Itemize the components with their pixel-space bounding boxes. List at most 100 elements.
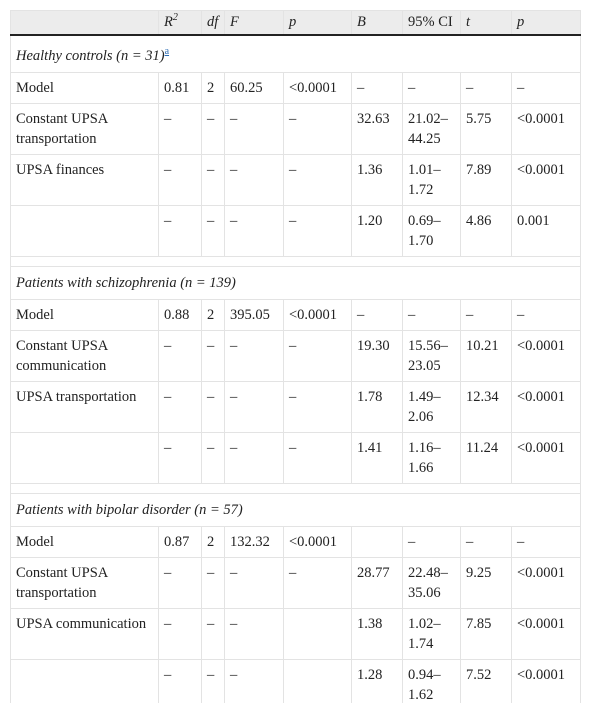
group-title-row: Healthy controls (n = 31)a bbox=[10, 34, 581, 73]
value-cell-ci: 22.48–35.06 bbox=[402, 556, 461, 609]
value-cell-b: 1.28 bbox=[351, 658, 403, 703]
value-cell-f: – bbox=[224, 102, 284, 155]
value-cell-p2: 0.001 bbox=[511, 204, 581, 257]
value-cell-df: – bbox=[201, 102, 225, 155]
value-cell-p2: <0.0001 bbox=[511, 380, 581, 433]
value-cell-df: 2 bbox=[201, 525, 225, 558]
value-cell-r2: – bbox=[158, 658, 202, 703]
value-cell-b: – bbox=[351, 298, 403, 331]
header-p: p bbox=[283, 10, 352, 36]
row-label-cell: Constant UPSA transportation bbox=[10, 556, 159, 609]
header-df: df bbox=[201, 10, 225, 36]
value-cell-r2: 0.87 bbox=[158, 525, 202, 558]
header-p2: p bbox=[511, 10, 581, 36]
row-label-cell: UPSA transportation bbox=[10, 380, 159, 433]
row-label-cell: Model bbox=[10, 525, 159, 558]
value-cell-df: – bbox=[201, 329, 225, 382]
value-cell-r2: – bbox=[158, 380, 202, 433]
value-cell-df: – bbox=[201, 380, 225, 433]
value-cell-ci: 1.01–1.72 bbox=[402, 153, 461, 206]
group-title-cell: Patients with bipolar disorder (n = 57) bbox=[10, 492, 581, 527]
spacer-row bbox=[10, 482, 581, 494]
table-row: – – – –1.20 0.69–1.70 4.86 0.001 bbox=[10, 204, 581, 257]
table-row: UPSA finances – – – –1.36 1.01–1.72 7.89 <0.000… bbox=[10, 153, 581, 206]
value-cell-b: – bbox=[351, 71, 403, 104]
row-label-cell bbox=[10, 204, 159, 257]
value-cell-p: – bbox=[283, 556, 352, 609]
value-cell-p: – bbox=[283, 431, 352, 484]
value-cell-r2: – bbox=[158, 556, 202, 609]
value-cell-b: 1.41 bbox=[351, 431, 403, 484]
value-cell-df: – bbox=[201, 153, 225, 206]
value-cell-t: – bbox=[460, 298, 512, 331]
value-cell-df: 2 bbox=[201, 298, 225, 331]
value-cell-ci: 0.94–1.62 bbox=[402, 658, 461, 703]
header-r2: R2 bbox=[158, 10, 202, 36]
value-cell-ci: 0.69–1.70 bbox=[402, 204, 461, 257]
group-title-cell: Healthy controls (n = 31)a bbox=[10, 34, 581, 73]
value-cell-f: – bbox=[224, 153, 284, 206]
value-cell-b: 28.77 bbox=[351, 556, 403, 609]
spacer-cell bbox=[10, 482, 581, 494]
value-cell-p2: – bbox=[511, 71, 581, 104]
value-cell-r2: 0.88 bbox=[158, 298, 202, 331]
value-cell-ci: – bbox=[402, 525, 461, 558]
value-cell-ci: 1.02–1.74 bbox=[402, 607, 461, 660]
header-f: F bbox=[224, 10, 284, 36]
header-ci: 95% CI bbox=[402, 10, 461, 36]
value-cell-f: – bbox=[224, 204, 284, 257]
value-cell-p bbox=[283, 658, 352, 703]
value-cell-r2: – bbox=[158, 204, 202, 257]
value-cell-t: 7.85 bbox=[460, 607, 512, 660]
value-cell-t: 12.34 bbox=[460, 380, 512, 433]
value-cell-ci: 1.16–1.66 bbox=[402, 431, 461, 484]
header-t: t bbox=[460, 10, 512, 36]
table-row: UPSA communication – – –1.38 1.02–1.74 7.85 <0… bbox=[10, 607, 581, 660]
value-cell-t: 10.21 bbox=[460, 329, 512, 382]
value-cell-ci: 15.56–23.05 bbox=[402, 329, 461, 382]
value-cell-b: 1.78 bbox=[351, 380, 403, 433]
spacer-row bbox=[10, 255, 581, 267]
value-cell-df: – bbox=[201, 658, 225, 703]
footnote-link[interactable]: a bbox=[164, 46, 170, 57]
group-title: Patients with bipolar disorder (n = 57) bbox=[16, 501, 243, 518]
table-row: Model 0.81 2 60.25 <0.0001– – – – bbox=[10, 71, 581, 104]
value-cell-f: – bbox=[224, 329, 284, 382]
value-cell-p: – bbox=[283, 153, 352, 206]
value-cell-b bbox=[351, 525, 403, 558]
header-label bbox=[10, 10, 159, 36]
value-cell-df: 2 bbox=[201, 71, 225, 104]
value-cell-f: – bbox=[224, 556, 284, 609]
value-cell-p: <0.0001 bbox=[283, 298, 352, 331]
value-cell-t: – bbox=[460, 71, 512, 104]
header-b: B bbox=[351, 10, 403, 36]
value-cell-t: 11.24 bbox=[460, 431, 512, 484]
table-row: Model 0.87 2 132.32 <0.0001– – – bbox=[10, 525, 581, 558]
value-cell-t: 7.52 bbox=[460, 658, 512, 703]
value-cell-t: 7.89 bbox=[460, 153, 512, 206]
row-label-cell bbox=[10, 658, 159, 703]
value-cell-p: <0.0001 bbox=[283, 525, 352, 558]
value-cell-b: 1.36 bbox=[351, 153, 403, 206]
value-cell-f: – bbox=[224, 658, 284, 703]
value-cell-df: – bbox=[201, 607, 225, 660]
value-cell-df: – bbox=[201, 204, 225, 257]
value-cell-r2: – bbox=[158, 153, 202, 206]
value-cell-df: – bbox=[201, 556, 225, 609]
value-cell-f: – bbox=[224, 607, 284, 660]
value-cell-b: 32.63 bbox=[351, 102, 403, 155]
value-cell-f: 132.32 bbox=[224, 525, 284, 558]
group-title-cell: Patients with schizophrenia (n = 139) bbox=[10, 265, 581, 300]
table-header-row: R2 df F p B 95% CI t p bbox=[10, 10, 581, 36]
table-row: Constant UPSA transportation – – – –32.63 21.… bbox=[10, 102, 581, 155]
table-row: Model 0.88 2 395.05 <0.0001– – – – bbox=[10, 298, 581, 331]
value-cell-r2: – bbox=[158, 607, 202, 660]
value-cell-f: 395.05 bbox=[224, 298, 284, 331]
value-cell-t: 5.75 bbox=[460, 102, 512, 155]
value-cell-p2: <0.0001 bbox=[511, 153, 581, 206]
value-cell-p: – bbox=[283, 329, 352, 382]
table-row: UPSA transportation – – – –1.78 1.49–2.06 12.3… bbox=[10, 380, 581, 433]
table-body: Healthy controls (n = 31)a Model 0.81 2 60.… bbox=[10, 34, 581, 703]
value-cell-b: 1.38 bbox=[351, 607, 403, 660]
